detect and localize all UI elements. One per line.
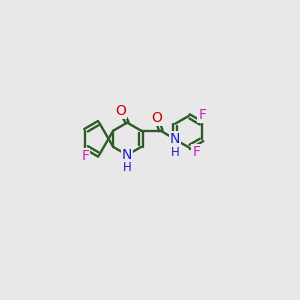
Text: H: H [171, 146, 180, 159]
Text: O: O [151, 111, 162, 125]
Text: N: N [170, 133, 180, 146]
Text: F: F [192, 145, 200, 159]
Text: F: F [198, 108, 206, 122]
Text: N: N [122, 148, 132, 162]
Text: O: O [115, 103, 126, 118]
Text: H: H [123, 161, 132, 174]
Text: F: F [81, 149, 89, 163]
